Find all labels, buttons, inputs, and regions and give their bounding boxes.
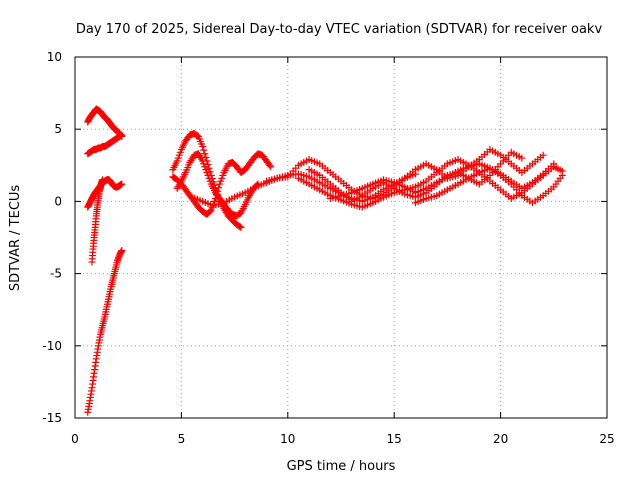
series-track-m — [326, 160, 558, 203]
data-point — [118, 246, 126, 254]
y-axis-label: SDTVAR / TECUs — [8, 185, 23, 292]
data-point — [215, 184, 223, 192]
y-tick-label: -15 — [42, 411, 62, 425]
y-tick-label: -10 — [42, 339, 62, 353]
series-track-d — [88, 176, 107, 266]
data-point — [99, 176, 107, 184]
data-point — [199, 143, 207, 151]
data-point — [267, 163, 275, 171]
chart-title: Day 170 of 2025, Sidereal Day-to-day VTE… — [76, 22, 603, 37]
gridlines — [75, 57, 607, 418]
x-tick-labels: 0 5 10 15 20 25 — [71, 432, 614, 446]
data-point — [200, 146, 208, 154]
series-track-b — [84, 131, 126, 158]
x-axis-label: GPS time / hours — [287, 459, 396, 474]
data-point — [206, 207, 214, 215]
x-tick-label: 15 — [387, 432, 402, 446]
x-tick-label: 25 — [599, 432, 614, 446]
y-tick-label: 10 — [47, 50, 62, 64]
data-point — [550, 160, 558, 168]
y-tick-label: 5 — [54, 122, 62, 136]
y-tick-label: -5 — [50, 267, 62, 281]
tick-marks — [74, 56, 608, 419]
data-point — [539, 151, 547, 159]
x-tick-label: 20 — [493, 432, 508, 446]
data-points — [84, 105, 566, 416]
data-point — [201, 150, 209, 158]
x-tick-label: 10 — [280, 432, 295, 446]
series-track-k — [294, 156, 566, 211]
data-point — [236, 223, 244, 231]
data-point — [558, 171, 566, 179]
data-point — [205, 164, 213, 172]
x-tick-label: 5 — [178, 432, 186, 446]
x-tick-label: 0 — [71, 432, 79, 446]
data-point — [118, 131, 126, 139]
data-point — [518, 154, 526, 162]
data-point — [237, 223, 245, 231]
plot-frame — [74, 56, 608, 419]
data-point — [266, 161, 274, 169]
y-tick-label: 0 — [54, 194, 62, 208]
y-tick-labels: 10 5 0 -5 -10 -15 — [42, 50, 62, 425]
series-track-e — [84, 246, 126, 416]
data-point — [206, 168, 214, 176]
series-track-n — [411, 164, 566, 207]
data-point — [118, 180, 126, 188]
